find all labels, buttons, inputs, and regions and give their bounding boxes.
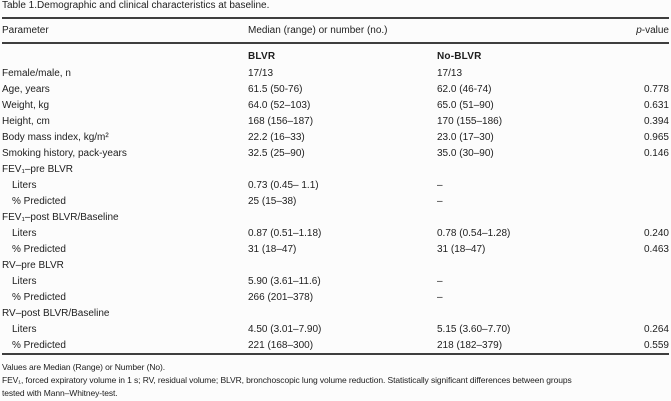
table-caption-number: Table 1. <box>2 0 38 11</box>
footnote-test: tested with Mann–Whitney-test. <box>2 388 118 398</box>
param-cell: % Predicted <box>12 243 66 255</box>
table-row: % Predicted 25 (15–38) – <box>2 193 669 209</box>
blvr-value-cell: 266 (201–378) <box>248 291 314 303</box>
param-cell: Weight, kg <box>2 99 50 111</box>
param-cell: Liters <box>12 323 37 335</box>
no-blvr-value-cell: 170 (155–186) <box>437 115 503 127</box>
subheader-blvr: BLVR <box>248 50 276 62</box>
table-row: Female/male, n 17/13 17/13 <box>2 65 669 81</box>
no-blvr-value-cell: 0.78 (0.54–1.28) <box>437 227 511 239</box>
no-blvr-value-cell: 62.0 (46-74) <box>437 83 492 95</box>
no-blvr-value-cell: 31 (18–47) <box>437 243 486 255</box>
table-row: Age, years 61.5 (50-76) 62.0 (46-74) 0.7… <box>2 81 669 97</box>
section-label: RV–pre BLVR <box>2 259 64 271</box>
p-value-cell: 0.559 <box>643 339 669 351</box>
subheader-no-blvr: No-BLVR <box>437 50 482 62</box>
table-caption-text: Demographic and clinical characteristics… <box>37 0 270 11</box>
table-row: Liters 5.90 (3.61–11.6) – <box>2 273 669 289</box>
section-label: FEV₁–pre BLVR <box>2 163 73 175</box>
table-row: Liters 4.50 (3.01–7.90) 5.15 (3.60–7.70)… <box>2 321 669 337</box>
column-header-parameter: Parameter <box>2 25 49 36</box>
param-cell: % Predicted <box>12 195 66 207</box>
p-value-cell: 0.965 <box>643 131 669 143</box>
blvr-value-cell: 31 (18–47) <box>248 243 297 255</box>
section-row: FEV₁–post BLVR/Baseline <box>2 209 669 225</box>
section-label: RV–post BLVR/Baseline <box>2 307 110 319</box>
pvalue-suffix: -value <box>641 25 669 36</box>
blvr-value-cell: 221 (168–300) <box>248 339 314 351</box>
p-value-cell: 0.240 <box>643 227 669 239</box>
section-row: RV–post BLVR/Baseline <box>2 305 669 321</box>
footnote-values: Values are Median (Range) or Number (No)… <box>2 362 165 372</box>
blvr-value-cell: 0.73 (0.45– 1.1) <box>248 179 319 191</box>
param-cell: Liters <box>12 227 37 239</box>
param-cell: % Predicted <box>12 291 66 303</box>
blvr-value-cell: 0.87 (0.51–1.18) <box>248 227 322 239</box>
table-subheader-row: BLVR No-BLVR <box>2 44 669 65</box>
no-blvr-value-cell: – <box>437 291 443 303</box>
param-cell: Female/male, n <box>2 67 71 79</box>
table-row: Height, cm 168 (156–187) 170 (155–186) 0… <box>2 113 669 129</box>
blvr-value-cell: 32.5 (25–90) <box>248 147 305 159</box>
param-cell: Height, cm <box>2 115 50 127</box>
no-blvr-value-cell: 17/13 <box>437 67 463 79</box>
blvr-value-cell: 25 (15–38) <box>248 195 297 207</box>
no-blvr-value-cell: – <box>437 179 443 191</box>
blvr-value-cell: 17/13 <box>248 67 274 79</box>
param-cell: % Predicted <box>12 339 66 351</box>
table-row: % Predicted 221 (168–300) 218 (182–379) … <box>2 337 669 353</box>
table-bottom-rule <box>2 353 669 355</box>
no-blvr-value-cell: 5.15 (3.60–7.70) <box>437 323 511 335</box>
param-cell: Liters <box>12 179 37 191</box>
table-header-row: Parameter Median (range) or number (no.)… <box>2 19 669 44</box>
param-cell: Liters <box>12 275 37 287</box>
table-footnotes: Values are Median (Range) or Number (No)… <box>2 355 669 400</box>
no-blvr-value-cell: 218 (182–379) <box>437 339 503 351</box>
column-header-pvalue: p-value <box>609 25 669 36</box>
blvr-value-cell: 61.5 (50-76) <box>248 83 303 95</box>
blvr-value-cell: 168 (156–187) <box>248 115 314 127</box>
no-blvr-value-cell: – <box>437 275 443 287</box>
section-label: FEV₁–post BLVR/Baseline <box>2 211 119 223</box>
table-row: Body mass index, kg/m² 22.2 (16–33) 23.0… <box>2 129 669 145</box>
no-blvr-value-cell: 65.0 (51–90) <box>437 99 494 111</box>
p-value-cell: 0.631 <box>643 99 669 111</box>
param-cell: Smoking history, pack-years <box>2 147 127 159</box>
no-blvr-value-cell: – <box>437 195 443 207</box>
column-header-median-range: Median (range) or number (no.) <box>248 25 388 36</box>
p-value-cell: 0.778 <box>643 83 669 95</box>
p-value-cell: 0.146 <box>643 147 669 159</box>
param-cell: Body mass index, kg/m² <box>2 131 109 143</box>
p-value-cell: 0.394 <box>643 115 669 127</box>
section-row: FEV₁–pre BLVR <box>2 161 669 177</box>
p-value-cell: 0.463 <box>643 243 669 255</box>
no-blvr-value-cell: 35.0 (30–90) <box>437 147 494 159</box>
table-row: Weight, kg 64.0 (52–103) 65.0 (51–90) 0.… <box>2 97 669 113</box>
table-row: Smoking history, pack-years 32.5 (25–90)… <box>2 145 669 161</box>
table-caption: Table 1.Demographic and clinical charact… <box>2 0 669 19</box>
section-row: RV–pre BLVR <box>2 257 669 273</box>
table-row: % Predicted 266 (201–378) – <box>2 289 669 305</box>
table-row: Liters 0.73 (0.45– 1.1) – <box>2 177 669 193</box>
blvr-value-cell: 4.50 (3.01–7.90) <box>248 323 322 335</box>
no-blvr-value-cell: 23.0 (17–30) <box>437 131 494 143</box>
table-row: Liters 0.87 (0.51–1.18) 0.78 (0.54–1.28)… <box>2 225 669 241</box>
pvalue-italic-p: p <box>636 25 642 36</box>
footnote-abbreviations: FEV₁, forced expiratory volume in 1 s; R… <box>2 375 572 385</box>
blvr-value-cell: 5.90 (3.61–11.6) <box>248 275 321 287</box>
blvr-value-cell: 22.2 (16–33) <box>248 131 305 143</box>
blvr-value-cell: 64.0 (52–103) <box>248 99 311 111</box>
table-row: % Predicted 31 (18–47) 31 (18–47) 0.463 <box>2 241 669 257</box>
param-cell: Age, years <box>2 83 50 95</box>
table-body: Female/male, n 17/13 17/13 Age, years 61… <box>2 65 669 353</box>
p-value-cell: 0.264 <box>643 323 669 335</box>
